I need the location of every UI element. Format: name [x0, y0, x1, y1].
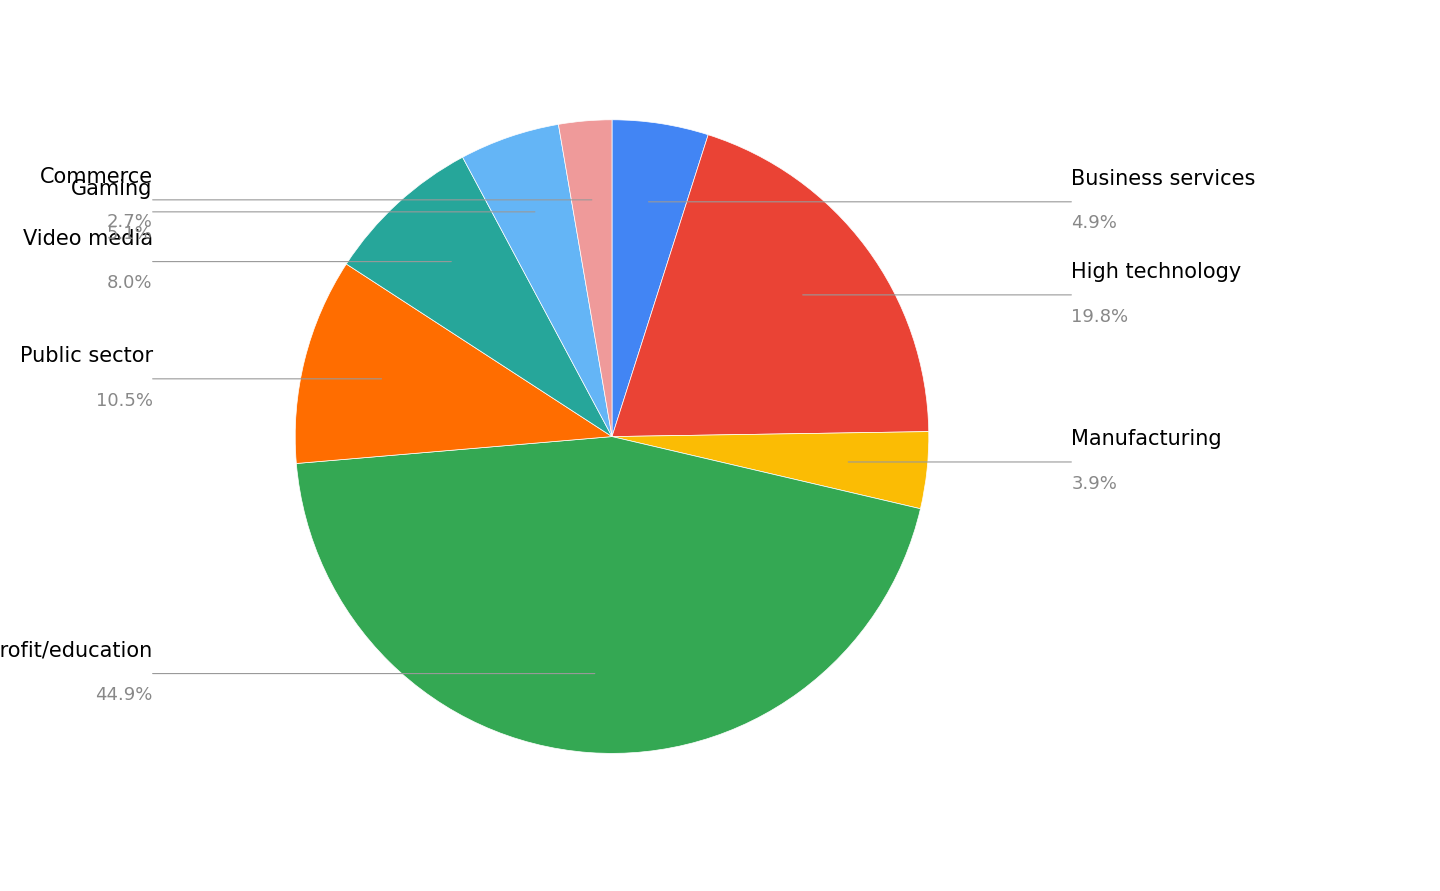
- Wedge shape: [297, 437, 920, 754]
- Text: High technology: High technology: [1071, 262, 1241, 282]
- Text: 19.8%: 19.8%: [1071, 307, 1129, 325]
- Wedge shape: [295, 264, 612, 463]
- Text: Video media: Video media: [23, 229, 153, 249]
- Text: 4.9%: 4.9%: [1071, 215, 1117, 233]
- Wedge shape: [559, 119, 612, 437]
- Wedge shape: [612, 431, 929, 509]
- Text: 10.5%: 10.5%: [95, 391, 153, 410]
- Text: Manufacturing: Manufacturing: [1071, 429, 1223, 449]
- Text: 5.1%: 5.1%: [107, 225, 153, 242]
- Text: Public sector: Public sector: [20, 347, 153, 366]
- Wedge shape: [612, 135, 929, 437]
- Text: 8.0%: 8.0%: [107, 274, 153, 292]
- Text: 2.7%: 2.7%: [107, 213, 153, 231]
- Text: Commerce: Commerce: [39, 168, 153, 187]
- Wedge shape: [462, 125, 612, 437]
- Text: 3.9%: 3.9%: [1071, 475, 1117, 493]
- Wedge shape: [347, 157, 612, 437]
- Wedge shape: [612, 119, 708, 437]
- Text: Nonprofit/education: Nonprofit/education: [0, 641, 153, 661]
- Text: 44.9%: 44.9%: [95, 686, 153, 704]
- Text: Gaming: Gaming: [71, 179, 153, 200]
- Text: Business services: Business services: [1071, 169, 1256, 189]
